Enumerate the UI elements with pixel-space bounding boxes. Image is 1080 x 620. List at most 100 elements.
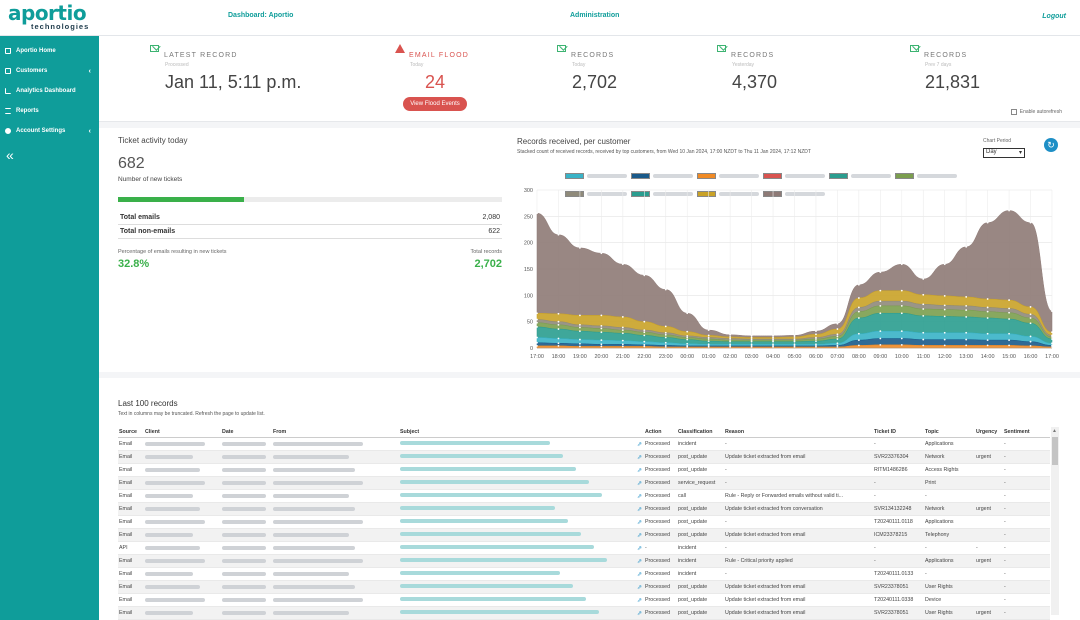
table-row[interactable]: Email ⇗ Processed service_request - - Print - [118,477,1050,490]
column-header[interactable]: Ticket ID [874,429,896,435]
dashboard-link[interactable]: Dashboard: Aportio [228,12,294,19]
table-row[interactable]: Email ⇗ Processed post_update Update ticket … [118,581,1050,594]
column-header[interactable]: Action [645,429,662,435]
redacted-link[interactable] [400,597,586,602]
cell-subject[interactable]: ⇗ [399,571,644,578]
column-header[interactable]: Reason [725,429,745,435]
redacted-link[interactable] [400,441,550,446]
external-link-icon[interactable]: ⇗ [636,441,642,448]
redacted-link[interactable] [400,532,581,537]
external-link-icon[interactable]: ⇗ [636,532,642,539]
cell-subject[interactable]: ⇗ [399,506,644,513]
table-row[interactable]: Email ⇗ Processed post_update Update ticket … [118,529,1050,542]
table-row[interactable]: API ⇗ - incident - - - - - [118,542,1050,555]
cell-subject[interactable]: ⇗ [399,532,644,539]
logout-link[interactable]: Logout [1042,13,1066,20]
column-header[interactable]: Subject [400,429,420,435]
cell-subject[interactable]: ⇗ [399,467,644,474]
legend-item[interactable] [631,173,693,179]
column-header[interactable]: Sentiment [1004,429,1030,435]
external-link-icon[interactable]: ⇗ [636,584,642,591]
legend-item[interactable] [697,173,759,179]
table-row[interactable]: Email ⇗ Processed incident Rule - Critical p… [118,555,1050,568]
table-row[interactable]: Email ⇗ Processed post_update Update ticket … [118,594,1050,607]
redacted-link[interactable] [400,519,568,524]
table-row[interactable]: Email ⇗ Processed call Rule - Reply or Forwa… [118,490,1050,503]
external-link-icon[interactable]: ⇗ [636,519,642,526]
cell-subject[interactable]: ⇗ [399,441,644,448]
redacted-link[interactable] [400,506,555,511]
column-header[interactable]: Urgency [976,429,998,435]
total-non-emails-value: 622 [488,228,500,235]
cell-date [221,597,272,603]
legend-item[interactable] [697,191,759,197]
administration-link[interactable]: Administration [570,12,620,19]
external-link-icon[interactable]: ⇗ [636,610,642,617]
external-link-icon[interactable]: ⇗ [636,571,642,578]
sidebar-item-reports[interactable]: Reports [0,101,99,121]
cell-subject[interactable]: ⇗ [399,545,644,552]
external-link-icon[interactable]: ⇗ [636,493,642,500]
table-row[interactable]: Email ⇗ Processed post_update Update ticket … [118,607,1050,620]
redacted-link[interactable] [400,493,602,498]
table-row[interactable]: Email ⇗ Processed incident - - Applications - [118,438,1050,451]
redacted-link[interactable] [400,558,607,563]
cell-subject[interactable]: ⇗ [399,480,644,487]
external-link-icon[interactable]: ⇗ [636,558,642,565]
redacted-text [273,597,363,602]
autorefresh-toggle[interactable]: Enable autorefresh [1010,109,1062,115]
column-header[interactable]: Source [119,429,137,435]
redacted-link[interactable] [400,584,573,589]
legend-item[interactable] [565,173,627,179]
column-header[interactable]: Client [145,429,160,435]
legend-item[interactable] [565,191,627,197]
table-row[interactable]: Email ⇗ Processed incident - T20240111.0133 - - [118,568,1050,581]
series-point [557,233,560,236]
redacted-link[interactable] [400,454,563,459]
redacted-link[interactable] [400,545,594,550]
column-header[interactable]: From [273,429,287,435]
sidebar-item-customers[interactable]: Customers ‹ [0,61,99,81]
legend-item[interactable] [763,191,825,197]
aportio-logo[interactable]: aportio technologies [8,3,98,33]
external-link-icon[interactable]: ⇗ [636,597,642,604]
redacted-link[interactable] [400,467,576,472]
external-link-icon[interactable]: ⇗ [636,545,642,552]
external-link-icon[interactable]: ⇗ [636,506,642,513]
legend-item[interactable] [631,191,693,197]
chart-period-select[interactable]: Day ▾ [983,148,1025,158]
sidebar-item-home[interactable]: Aportio Home [0,41,99,61]
external-link-icon[interactable]: ⇗ [636,467,642,474]
autorefresh-checkbox[interactable] [1010,109,1017,115]
legend-item[interactable] [895,173,957,179]
cell-subject[interactable]: ⇗ [399,597,644,604]
cell-subject[interactable]: ⇗ [399,454,644,461]
redacted-link[interactable] [400,571,560,576]
sidebar-item-analytics[interactable]: Analytics Dashboard [0,81,99,101]
scroll-up-icon[interactable]: ▲ [1052,428,1057,434]
refresh-chart-button[interactable]: ↻ [1044,138,1058,152]
table-row[interactable]: Email ⇗ Processed post_update Update ticket … [118,503,1050,516]
scrollbar-thumb[interactable] [1052,437,1058,465]
collapse-sidebar-icon[interactable]: « [6,147,14,163]
column-header[interactable]: Classification [678,429,713,435]
table-scrollbar[interactable]: ▲ [1051,427,1059,615]
legend-item[interactable] [829,173,891,179]
redacted-link[interactable] [400,610,599,615]
table-row[interactable]: Email ⇗ Processed post_update - T20240111.011… [118,516,1050,529]
cell-subject[interactable]: ⇗ [399,584,644,591]
table-row[interactable]: Email ⇗ Processed post_update - RITM1486286 Ac… [118,464,1050,477]
column-header[interactable]: Date [222,429,234,435]
legend-item[interactable] [763,173,825,179]
cell-subject[interactable]: ⇗ [399,493,644,500]
external-link-icon[interactable]: ⇗ [636,480,642,487]
cell-subject[interactable]: ⇗ [399,610,644,617]
cell-subject[interactable]: ⇗ [399,519,644,526]
view-flood-events-button[interactable]: View Flood Events [403,97,467,111]
sidebar-item-account-settings[interactable]: Account Settings ‹ [0,121,99,141]
cell-subject[interactable]: ⇗ [399,558,644,565]
external-link-icon[interactable]: ⇗ [636,454,642,461]
column-header[interactable]: Topic [925,429,939,435]
table-row[interactable]: Email ⇗ Processed post_update Update ticket … [118,451,1050,464]
redacted-link[interactable] [400,480,589,485]
